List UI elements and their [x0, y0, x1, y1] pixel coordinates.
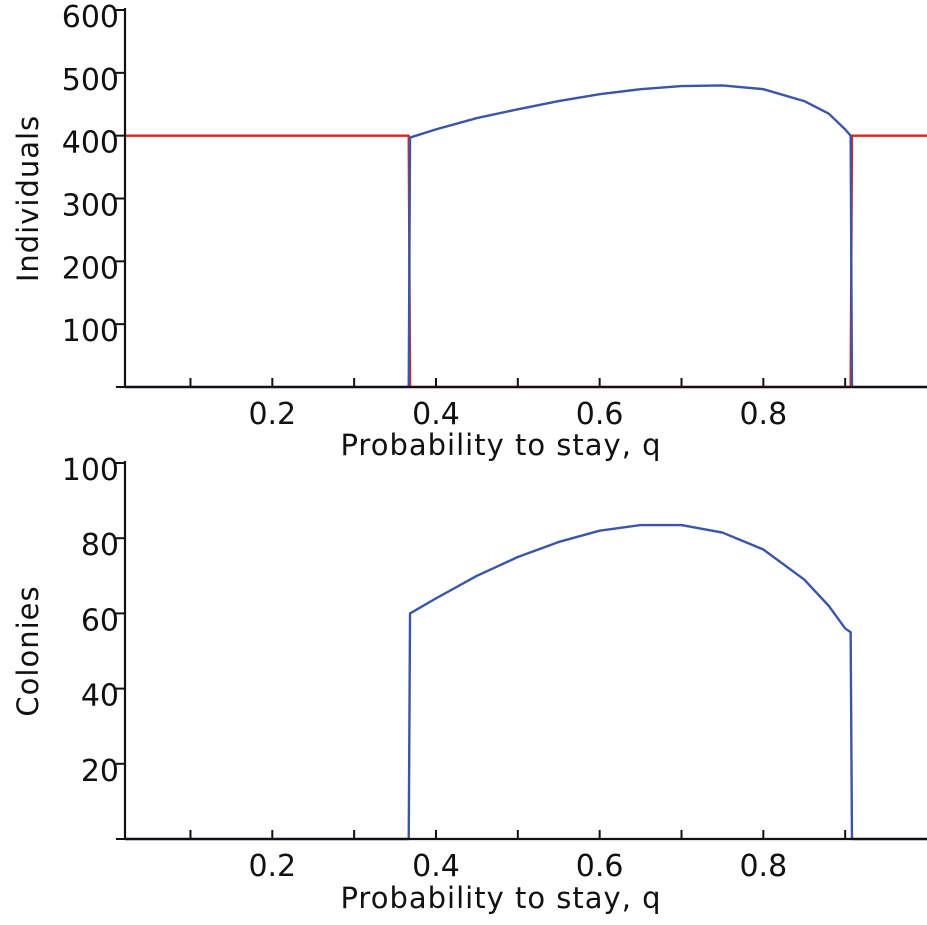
y-tick-label: 20: [81, 754, 119, 789]
y-tick-label: 80: [81, 528, 119, 563]
y-tick-label: 500: [62, 63, 119, 98]
x-tick-label: 0.2: [248, 397, 296, 432]
x-tick-label: 0.4: [412, 397, 460, 432]
y-tick-label: 100: [62, 453, 119, 488]
y-tick-label: 100: [62, 314, 119, 349]
x-tick-label: 0.6: [576, 397, 624, 432]
series-line-0: [125, 136, 927, 387]
series-line-0: [125, 525, 927, 839]
y-tick-label: 600: [62, 0, 119, 35]
x-tick-label: 0.6: [576, 849, 624, 884]
individuals-chart: 0.2 0.4 0.6 0.8 100 200 300 400 500 600 Probabilit…: [11, 0, 927, 462]
x-tick-label: 0.2: [248, 849, 296, 884]
y-tick-label: 300: [62, 189, 119, 224]
y-tick-label: 40: [81, 679, 119, 714]
x-axis-title: Probability to stay, q: [340, 881, 661, 915]
y-axis-title: Individuals: [11, 115, 45, 282]
y-tick-label: 60: [81, 603, 119, 638]
y-axis-title: Colonies: [11, 585, 45, 716]
x-axis-title: Probability to stay, q: [340, 428, 661, 462]
x-tick-label: 0.8: [739, 397, 787, 432]
x-tick-label: 0.4: [412, 849, 460, 884]
y-tick-label: 400: [62, 126, 119, 161]
x-tick-label: 0.8: [739, 849, 787, 884]
y-tick-label: 200: [62, 251, 119, 286]
series-line-1: [125, 85, 927, 387]
colonies-chart: 0.2 0.4 0.6 0.8 20 40 60 80 100 Probability to st…: [11, 453, 927, 915]
